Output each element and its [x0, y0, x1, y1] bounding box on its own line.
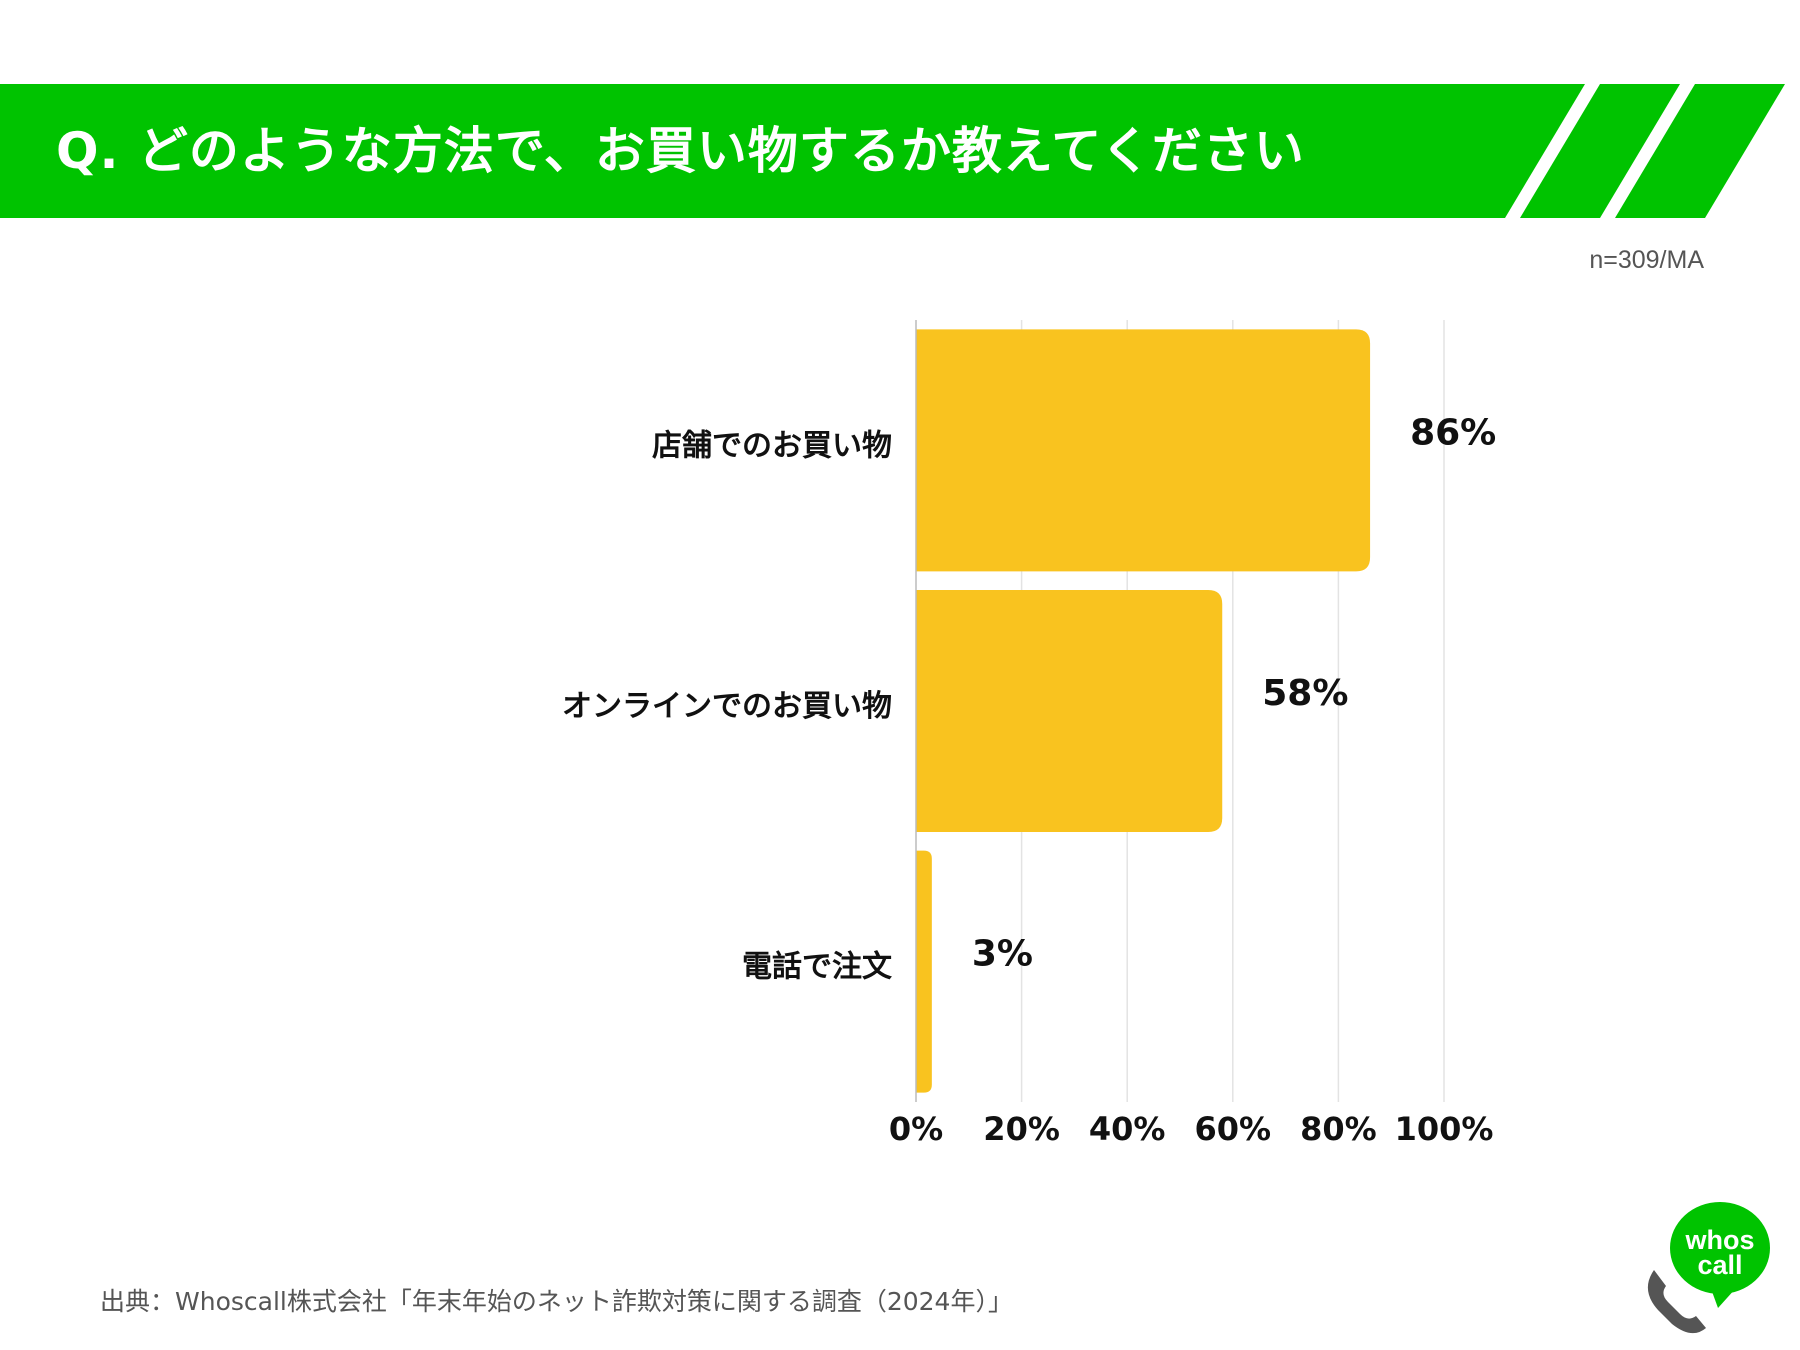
whoscall-logo: whos call: [1640, 1196, 1780, 1336]
page-title: Q. どのような方法で、お買い物するか教えてください: [56, 122, 1305, 180]
x-tick-label-60: 60%: [1195, 1110, 1272, 1148]
category-label-0: 店舗でのお買い物: [652, 428, 892, 463]
bar-chart: 86% 店舗でのお買い物 58% オンラインでのお買い物 3% 電話で注文 0% 20% 40%…: [562, 320, 1496, 1148]
x-tick-label-0: 0%: [889, 1110, 943, 1148]
banner-shape: [0, 84, 1785, 218]
bar-2: [916, 850, 932, 1093]
x-tick-label-100: 100%: [1395, 1110, 1494, 1148]
bar-1: [916, 590, 1223, 832]
category-label-2: 電話で注文: [742, 950, 892, 985]
category-label-1: オンラインでのお買い物: [562, 689, 892, 724]
bar-0: [916, 329, 1371, 572]
sample-size-note: n=309/MA: [1589, 246, 1704, 274]
header-banner: Q. どのような方法で、お買い物するか教えてください: [0, 84, 1800, 218]
value-label-2: 3%: [972, 934, 1033, 975]
value-label-0: 86%: [1410, 412, 1496, 453]
x-tick-label-80: 80%: [1300, 1110, 1377, 1148]
logo-text: whos call: [1685, 1225, 1755, 1280]
x-tick-label-20: 20%: [983, 1110, 1060, 1148]
x-tick-label-40: 40%: [1089, 1110, 1166, 1148]
value-label-1: 58%: [1262, 673, 1348, 714]
source-note: 出典：Whoscall株式会社「年末年始のネット詐欺対策に関する調査（2024年…: [100, 1287, 1013, 1316]
